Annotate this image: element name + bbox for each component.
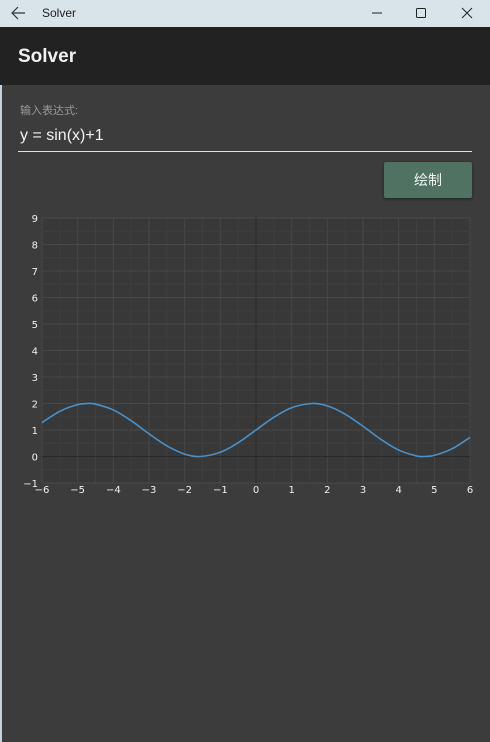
y-tick-label: 5 [32,320,38,331]
window-title: Solver [42,6,77,20]
y-tick-label: 3 [32,373,38,384]
expression-label: 输入表达式: [20,105,79,117]
minimize-button[interactable] [354,0,400,27]
plot-tick-labels: −6 −5 −4 −3 −2 −1 0 1 2 3 4 5 6 −1 0 1 2 3 4 5 6 7 8 9 [23,214,473,496]
y-tick-label: −1 [23,479,38,490]
y-tick-label: 2 [32,400,38,411]
x-tick-label: −6 [35,485,50,496]
x-tick-label: 4 [395,485,401,496]
x-tick-label: −1 [213,485,228,496]
window-border [0,27,2,742]
close-icon [461,7,473,19]
x-tick-label: 5 [431,485,437,496]
y-tick-label: 7 [32,267,38,278]
maximize-button[interactable] [398,0,444,27]
x-tick-label: 3 [360,485,366,496]
minimize-icon [372,12,382,14]
series-line [41,402,471,458]
expression-input[interactable] [18,121,472,152]
y-tick-label: 4 [32,347,38,358]
draw-button[interactable]: 绘制 [384,162,472,198]
x-tick-label: 1 [288,485,294,496]
app-bar: Solver [0,27,490,85]
page-title: Solver [18,46,77,67]
x-tick-label: 2 [324,485,330,496]
close-button[interactable] [444,0,490,27]
y-tick-label: 6 [32,294,38,305]
window-titlebar: Solver [0,0,490,27]
x-tick-label: 0 [253,485,259,496]
plot-series [41,402,471,458]
y-tick-label: 8 [32,241,38,252]
x-tick-label: −2 [177,485,192,496]
arrow-left-icon[interactable] [9,4,29,22]
maximize-icon [416,8,426,18]
x-tick-label: −3 [142,485,157,496]
x-tick-label: −4 [106,485,121,496]
plot-axes [42,218,470,483]
x-tick-label: 6 [467,485,473,496]
y-tick-label: 1 [32,426,38,437]
x-tick-label: −5 [70,485,85,496]
y-tick-label: 0 [32,453,38,464]
y-tick-label: 9 [32,214,38,225]
